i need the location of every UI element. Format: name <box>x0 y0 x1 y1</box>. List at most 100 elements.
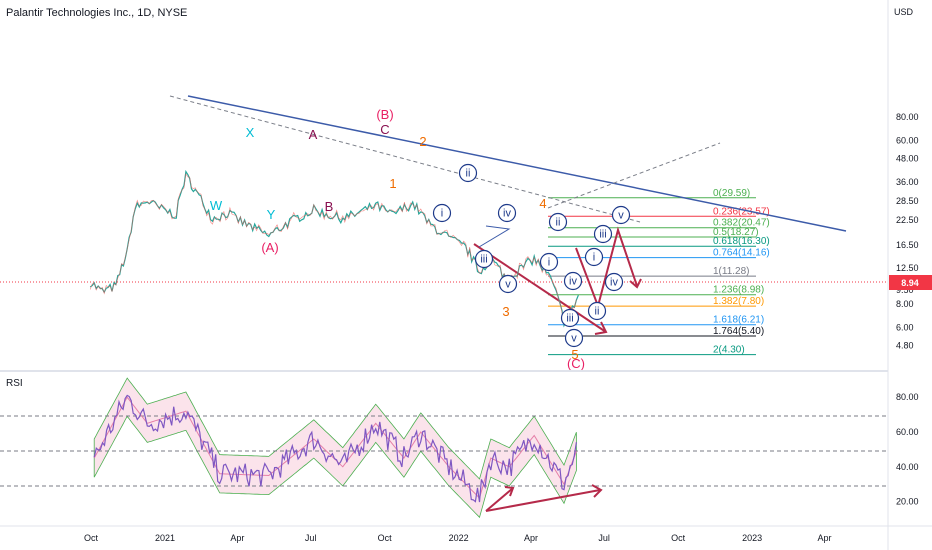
circled-wave-label: i <box>584 247 604 267</box>
fib-level-label: 1.236(8.98) <box>713 285 764 296</box>
price-tick-label: 6.00 <box>896 322 914 332</box>
circled-wave-label: iii <box>560 308 580 328</box>
divergence-arrowhead-price <box>594 321 608 335</box>
time-tick-label: 2023 <box>742 533 762 543</box>
svg-text:v: v <box>571 333 577 345</box>
price-axis[interactable]: USD 80.00 60.00 48.00 36.00 28.50 22.50 16.50 1… <box>887 0 932 550</box>
svg-text:iv: iv <box>569 276 577 288</box>
fib-level-label: 0(29.59) <box>713 188 750 199</box>
price-tick-label: 16.50 <box>896 240 919 250</box>
svg-text:iii: iii <box>566 313 573 325</box>
chart-title: Palantir Technologies Inc., 1D, NYSE <box>6 7 187 19</box>
svg-text:i: i <box>441 208 443 220</box>
rsi-tick-label: 80.00 <box>896 392 919 402</box>
time-tick-label: Jul <box>598 533 610 543</box>
circled-wave-label: iii <box>593 224 613 244</box>
wave-label: 2 <box>419 134 426 149</box>
fib-level-label: 0.618(16.30) <box>713 236 770 247</box>
svg-text:v: v <box>618 210 624 222</box>
fib-level-label: 1(11.28) <box>713 266 750 277</box>
circled-wave-label: iii <box>474 249 494 269</box>
price-series <box>89 169 579 328</box>
wedge-lines <box>478 225 511 248</box>
fib-level-label: 1.764(5.40) <box>713 326 764 337</box>
rsi-divergence-arrow <box>485 489 601 512</box>
time-tick-label: 2022 <box>449 533 469 543</box>
last-price-value: 8.94 <box>901 278 919 288</box>
price-series-shadow <box>89 173 577 326</box>
price-tick-label: 12.50 <box>896 263 919 273</box>
time-tick-label: Jul <box>305 533 317 543</box>
wave-label: (C) <box>567 356 585 371</box>
svg-text:iv: iv <box>610 277 618 289</box>
time-tick-label: Oct <box>671 533 686 543</box>
rsi-bollinger-band <box>93 377 577 519</box>
svg-text:i: i <box>548 257 550 269</box>
fib-level-label: 1.618(6.21) <box>713 315 764 326</box>
svg-text:i: i <box>593 252 595 264</box>
rsi-line <box>93 394 577 503</box>
wave-label: (A) <box>261 240 278 255</box>
price-tick-label: 8.00 <box>896 299 914 309</box>
rsi-axis-ticks: 80.00 60.00 40.00 20.00 <box>896 392 919 506</box>
rsi-arrowhead-2 <box>591 484 603 498</box>
wave-label: 3 <box>502 304 509 319</box>
svg-text:ii: ii <box>595 306 600 318</box>
price-tick-label: 48.00 <box>896 153 919 163</box>
wave-label: Y <box>267 207 276 222</box>
time-tick-label: Oct <box>378 533 393 543</box>
circled-wave-label: ii <box>548 212 568 232</box>
wave-label: (B) <box>376 107 393 122</box>
rsi-arrowhead-1 <box>504 486 515 497</box>
fib-level-label: 0.764(14.16) <box>713 248 770 259</box>
fib-level-label: 0.236(23.57) <box>713 206 770 217</box>
price-tick-label: 9.50 <box>896 285 914 295</box>
rsi-trendline-1 <box>485 487 514 512</box>
circled-wave-label: i <box>432 203 452 223</box>
price-tick-label: 28.50 <box>896 196 919 206</box>
price-tick-label: 36.00 <box>896 177 919 187</box>
time-tick-label: Apr <box>818 533 832 543</box>
time-tick-label: Apr <box>230 533 244 543</box>
wave-label: 1 <box>389 176 396 191</box>
svg-text:ii: ii <box>556 217 561 229</box>
rsi-label: RSI <box>6 378 23 389</box>
fib-level-label: 2(4.30) <box>713 345 745 356</box>
svg-text:iii: iii <box>480 254 487 266</box>
wave-label: 4 <box>539 196 546 211</box>
time-tick-label: 2021 <box>155 533 175 543</box>
price-tick-label: 80.00 <box>896 112 919 122</box>
dashed-projection-line <box>547 142 721 209</box>
circled-wave-label: iv <box>563 271 583 291</box>
wave-label: 5 <box>571 347 578 362</box>
currency-label: USD <box>894 7 914 17</box>
circled-wave-label: i <box>539 252 559 272</box>
price-axis-ticks: 80.00 60.00 48.00 36.00 28.50 22.50 16.50 12.50… <box>896 112 919 351</box>
circled-wave-label: v <box>498 274 518 294</box>
price-tick-label: 60.00 <box>896 135 919 145</box>
wave-label: B <box>325 199 334 214</box>
last-price-badge <box>889 275 932 290</box>
price-tick-label: 4.80 <box>896 341 914 351</box>
circled-wave-label: v <box>611 205 631 225</box>
dashed-channel-line <box>169 95 641 223</box>
svg-text:iii: iii <box>599 229 606 241</box>
wave-label: X <box>246 125 255 140</box>
fib-level-label: 0.5(18.27) <box>713 227 759 238</box>
rsi-tick-label: 40.00 <box>896 462 919 472</box>
projection-zigzag <box>575 226 638 310</box>
time-axis[interactable]: Oct 2021 Apr Jul Oct 2022 Apr Jul Oct 2023 Apr <box>0 525 932 543</box>
svg-text:v: v <box>505 279 511 291</box>
rsi-pane: RSI <box>0 377 888 519</box>
svg-text:iv: iv <box>503 208 511 220</box>
svg-text:ii: ii <box>466 168 471 180</box>
circled-wave-label: ii <box>458 163 478 183</box>
rsi-tick-label: 20.00 <box>896 497 919 507</box>
time-tick-label: Apr <box>524 533 538 543</box>
elliott-wave-labels: W X Y (A) A B C(B) 1 2 3 4 5(C) <box>210 107 585 371</box>
time-axis-labels: Oct 2021 Apr Jul Oct 2022 Apr Jul Oct 2023 Apr <box>84 533 832 543</box>
price-tick-label: 22.50 <box>896 215 919 225</box>
wave-label: A <box>309 127 318 142</box>
circled-wave-label: iv <box>604 272 624 292</box>
